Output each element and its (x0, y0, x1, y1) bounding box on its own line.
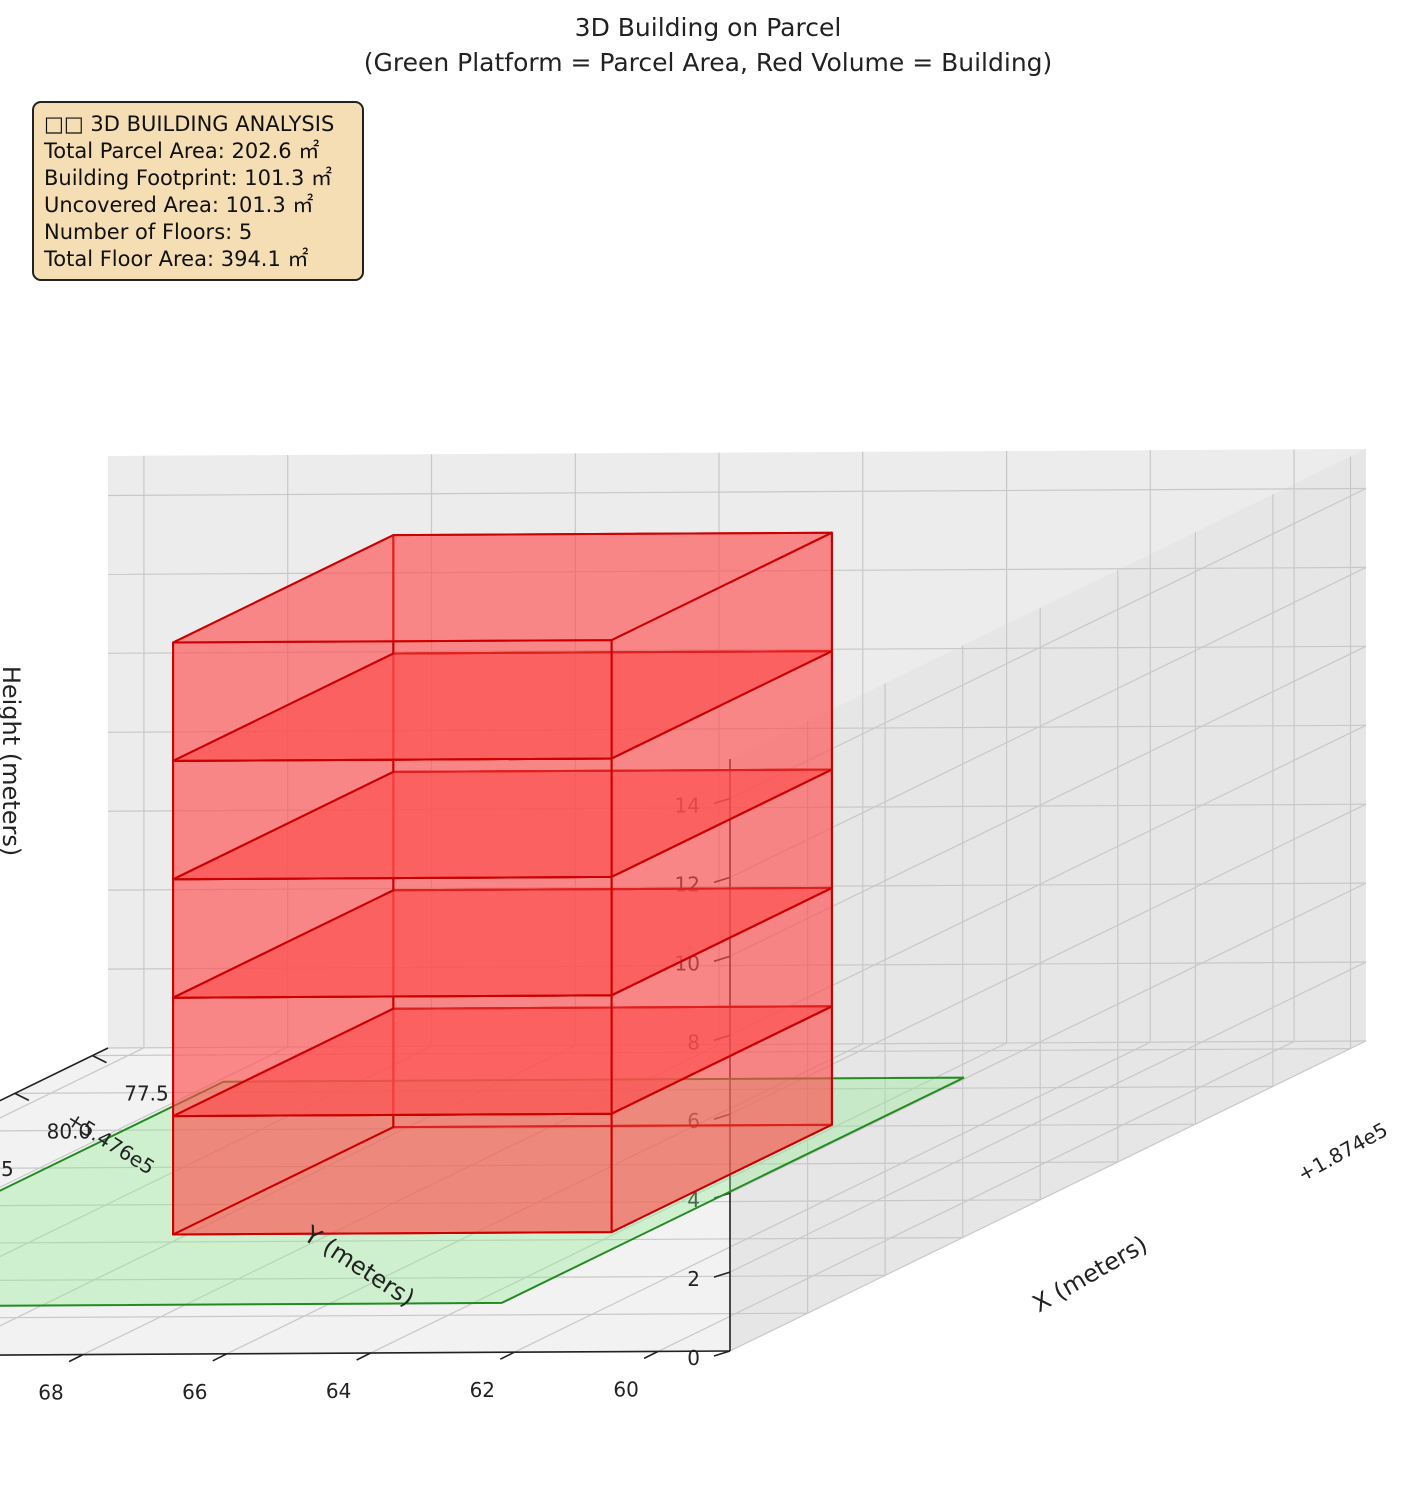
grid-line-z-wall-y (729, 566, 1367, 878)
x-axis-line (0, 1047, 109, 1102)
grid-line-y-floor (514, 1041, 1151, 1353)
x-axis-label: X (meters) (1028, 1230, 1152, 1318)
building-floor-1 (172, 1005, 833, 1236)
info-uncovered-area: Uncovered Area: 101.3 ㎡ (44, 193, 314, 217)
grid-line-x-floor (0, 1161, 1118, 1169)
building-floor-5 (172, 531, 833, 762)
grid-line-z-wall-y (729, 882, 1367, 1194)
chart-title: 3D Building on Parcel (575, 13, 842, 42)
info-parcel-area: Total Parcel Area: 202.6 ㎡ (44, 139, 320, 163)
y-axis-line (0, 1350, 731, 1356)
y-tick-label: 68 (38, 1381, 63, 1405)
grid-line-z-wall-x (107, 1040, 1367, 1049)
grid-line-z-wall-x (107, 803, 1367, 812)
z-tick-mark (713, 876, 731, 884)
info-title: □□ 3D BUILDING ANALYSIS (44, 112, 335, 136)
grid-line-z-wall-y (729, 961, 1367, 1273)
grid-line-y-floor (0, 1044, 576, 1327)
z-tick-mark (713, 1271, 731, 1278)
y-tick-mark (643, 1350, 659, 1360)
chart-marks (0, 531, 965, 1307)
grid-line-y-floor (82, 1044, 720, 1356)
floor-top-face (172, 531, 833, 644)
grid-line-z-wall-y (729, 487, 1367, 800)
x-tick-label: 77.5 (124, 1082, 169, 1106)
z-tick-mark (713, 955, 731, 963)
y-tick-label: 60 (613, 1377, 638, 1401)
grid-line-y-floor (0, 1047, 145, 1119)
z-tick-label: 14 (675, 794, 700, 818)
grid-line-y-floor (0, 1046, 288, 1188)
chart-subtitle: (Green Platform = Parcel Area, Red Volum… (364, 48, 1053, 77)
y-tick-mark (212, 1353, 228, 1362)
grid-line-y-floor (657, 1040, 1295, 1352)
x-tick-mark (14, 1092, 30, 1102)
info-building-footprint: Building Footprint: 101.3 ㎡ (44, 166, 333, 190)
grid-line-x-floor (0, 1236, 963, 1244)
z-tick-mark (713, 797, 731, 805)
grid-lines (0, 449, 1367, 1356)
z-tick-label: 8 (687, 1030, 700, 1054)
grid-line-x-floor (14, 1085, 1273, 1095)
info-number-of-floors: Number of Floors: 5 (44, 220, 253, 244)
z-tick-mark (713, 1113, 731, 1120)
analysis-info-box: □□ 3D BUILDING ANALYSIS Total Parcel Are… (32, 101, 364, 281)
z-tick-label: 0 (687, 1346, 700, 1370)
y-tick-label: 64 (326, 1379, 351, 1403)
y-tick-label: 62 (470, 1378, 495, 1402)
grid-line-y-floor (226, 1043, 864, 1355)
z-tick-label: 6 (687, 1109, 700, 1133)
x-tick-label: 82.5 (0, 1157, 14, 1181)
grid-line-x-floor (0, 1199, 1041, 1207)
y-tick-mark (499, 1351, 515, 1360)
grid-line-z-wall-x (107, 487, 1367, 497)
z-axis-label: Height (meters) (0, 666, 25, 856)
x-tick-label: 80.0 (47, 1119, 92, 1143)
x-tick-mark (92, 1054, 107, 1064)
grid-line-x-floor (0, 1123, 1196, 1132)
grid-line-z-wall-x (107, 882, 1367, 891)
grid-line-z-wall-x (107, 724, 1367, 733)
info-total-floor-area: Total Floor Area: 394.1 ㎡ (44, 247, 309, 271)
z-tick-mark (713, 1350, 731, 1357)
z-tick-label: 2 (687, 1267, 700, 1291)
grid-line-y-floor (0, 1045, 432, 1258)
grid-line-z-wall-y (729, 724, 1367, 1036)
grid-line-z-wall-y (729, 1040, 1367, 1352)
grid-line-z-wall-x (107, 566, 1367, 576)
grid-line-x-floor (92, 1047, 1351, 1057)
y-tick-label: 66 (182, 1380, 207, 1404)
z-tick-label: 12 (675, 872, 700, 896)
y-tick-mark (356, 1352, 371, 1361)
grid-line-z-wall-y (729, 645, 1367, 957)
grid-line-z-wall-x (107, 645, 1367, 654)
x-offset-label: +1.874e5 (1293, 1117, 1391, 1186)
grid-line-x-floor (0, 1274, 886, 1281)
grid-line-z-wall-x (107, 961, 1367, 970)
grid-line-x-floor (0, 1312, 808, 1319)
z-tick-mark (713, 1034, 731, 1042)
parcel-platform (0, 1076, 965, 1307)
grid-line-y-floor (370, 1042, 1007, 1354)
grid-line-z-wall-y (729, 803, 1367, 1115)
tick-labels: 77.580.082.585.087.590.092.595.097.56062… (0, 794, 700, 1405)
y-tick-mark (68, 1353, 84, 1363)
